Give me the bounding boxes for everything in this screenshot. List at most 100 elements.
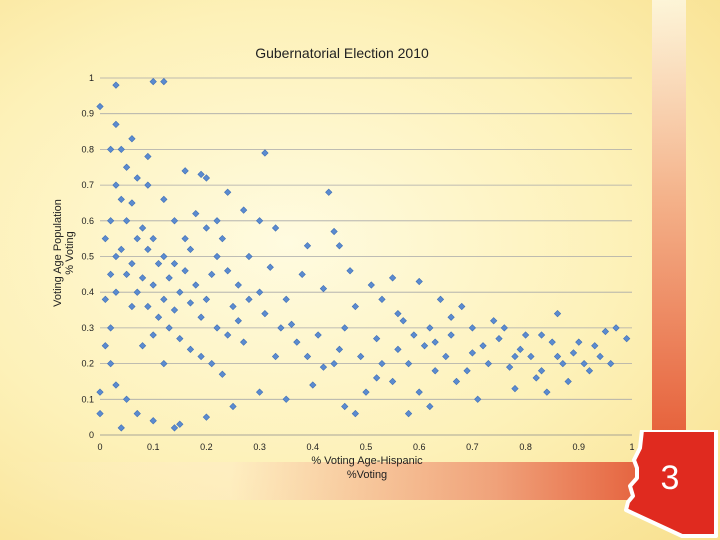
scatter-point (559, 359, 567, 368)
scatter-point (234, 317, 242, 325)
scatter-point (255, 388, 264, 396)
scatter-point (463, 367, 471, 375)
scatter-point (346, 267, 354, 275)
scatter-point (107, 270, 115, 278)
scatter-point (319, 363, 328, 371)
scatter-point (436, 295, 445, 303)
scatter-point (176, 420, 184, 428)
x-tick-label: 0.9 (573, 442, 586, 452)
scatter-point (612, 324, 620, 332)
scatter-point (160, 295, 168, 303)
scatter-point (553, 309, 562, 318)
scatter-point (245, 252, 253, 261)
scatter-point (426, 402, 434, 411)
scatter-point (122, 217, 131, 225)
scatter-point (266, 263, 274, 271)
scatter-point (399, 317, 407, 325)
x-axis-label-line2: %Voting (347, 469, 387, 481)
x-tick-label: 0.6 (413, 442, 426, 452)
scatter-point (309, 381, 317, 389)
scatter-point (117, 245, 125, 253)
scatter-point (112, 381, 120, 389)
scatter-point (420, 342, 429, 350)
scatter-point (341, 324, 349, 332)
scatter-point (107, 324, 115, 332)
scatter-point (245, 295, 253, 303)
scatter-point (144, 181, 152, 189)
scatter-point (122, 270, 131, 278)
scatter-point (117, 145, 125, 154)
scatter-point (537, 331, 546, 339)
scatter-point (197, 352, 205, 361)
x-tick-label: 0.8 (519, 442, 532, 452)
scatter-point (101, 295, 109, 303)
scatter-point (186, 299, 195, 307)
scatter-point (154, 260, 163, 268)
scatter-point (303, 352, 312, 361)
scatter-point (426, 324, 434, 332)
grid (100, 77, 632, 436)
scatter-point (298, 270, 306, 278)
scatter-point (442, 352, 450, 361)
scatter-point (101, 342, 109, 350)
scatter-point (96, 409, 104, 418)
scatter-point (511, 384, 519, 393)
scatter-point (224, 267, 232, 275)
scatter-point (314, 331, 322, 339)
scatter-point (122, 163, 131, 171)
scatter-point (224, 188, 232, 196)
scatter-point (96, 102, 104, 111)
scatter-point (186, 345, 195, 353)
scatter-point (601, 327, 610, 336)
scatter-point (160, 77, 168, 86)
scatter-point (138, 274, 147, 282)
scatter-point (112, 181, 120, 189)
scatter-point (468, 324, 477, 332)
x-tick-label: 0.3 (253, 442, 266, 452)
scatter-point (255, 288, 264, 296)
state-shape-icon (624, 430, 718, 538)
y-tick-label: 0.7 (81, 180, 94, 190)
scatter-point (564, 377, 572, 386)
scatter-point (112, 288, 120, 296)
scatter-point (107, 359, 115, 368)
scatter-point (213, 217, 221, 225)
scatter-point (452, 377, 461, 386)
x-tick-label: 0 (97, 442, 102, 452)
scatter-point (484, 359, 492, 368)
scatter-point (128, 199, 136, 207)
scatter-point (160, 252, 168, 261)
scatter-point (117, 195, 125, 204)
scatter-point (373, 334, 381, 343)
scatter-point (351, 302, 359, 311)
scatter-point (388, 274, 397, 282)
slide-number-badge: 3 (660, 459, 680, 497)
scatter-point (500, 324, 508, 332)
scatter-point (623, 334, 631, 343)
scatter-point (490, 317, 498, 325)
scatter-point (107, 145, 115, 154)
scatter-point (133, 235, 141, 243)
y-tick-label: 0.6 (81, 216, 94, 226)
scatter-point (160, 359, 168, 368)
scatter-point (277, 324, 285, 332)
scatter-point (378, 295, 386, 303)
scatter-point (596, 352, 604, 361)
scatter-point (351, 409, 359, 418)
scatter-point (229, 402, 237, 411)
scatter-point (170, 306, 179, 314)
scatter-point (362, 388, 370, 396)
scatter-point (149, 331, 157, 339)
scatter-point (404, 359, 413, 368)
scatter-point (543, 388, 551, 396)
scatter-point (107, 217, 115, 225)
decorative-ribbon-vertical (652, 0, 686, 440)
scatter-point (213, 252, 221, 261)
scatter-point (202, 224, 211, 232)
scatter-point (181, 267, 189, 275)
scatter-point (202, 295, 211, 303)
y-axis-label-line2: % Voting (64, 231, 76, 274)
scatter-point (192, 210, 200, 218)
scatter-point (527, 352, 535, 361)
